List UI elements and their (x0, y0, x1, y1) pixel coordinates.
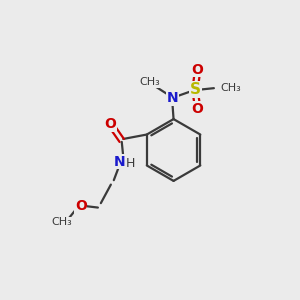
Text: N: N (166, 92, 178, 106)
Text: H: H (126, 157, 135, 169)
Text: CH₃: CH₃ (51, 217, 72, 227)
Text: O: O (191, 63, 203, 76)
Text: O: O (104, 117, 116, 131)
Text: N: N (114, 154, 125, 169)
Text: O: O (191, 102, 203, 116)
Text: O: O (75, 199, 87, 213)
Text: CH₃: CH₃ (221, 83, 242, 93)
Text: S: S (190, 82, 201, 97)
Text: CH₃: CH₃ (140, 77, 160, 87)
